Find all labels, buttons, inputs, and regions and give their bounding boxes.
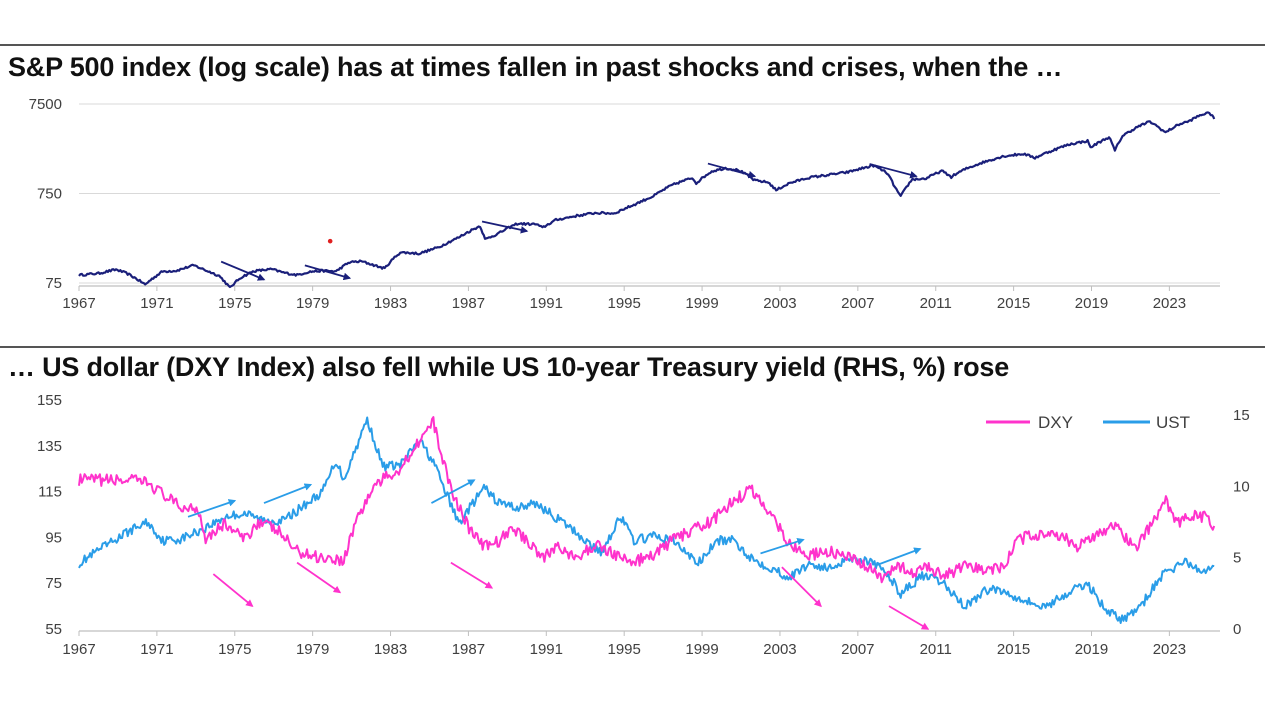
top-x-tick-label: 2011 — [920, 295, 952, 312]
bottom-x-tick-label: 1991 — [530, 641, 563, 658]
bottom-x-tick-label: 2023 — [1153, 641, 1186, 658]
annotation-dot — [327, 238, 333, 244]
sp500-annotation-arrow — [707, 162, 757, 179]
sp500-series-line — [78, 111, 1216, 289]
top-y-tick-label: 75 — [45, 275, 62, 292]
bottom-y-right-tick-label: 5 — [1233, 550, 1241, 567]
dxy-annotation-arrow — [450, 561, 494, 589]
top-x-tick-label: 1979 — [296, 295, 329, 312]
top-x-tick-label: 1967 — [62, 295, 95, 312]
top-x-tick-label: 2023 — [1153, 295, 1186, 312]
top-rule — [0, 44, 1265, 46]
bottom-y-right-tick-label: 10 — [1233, 478, 1250, 495]
bottom-y-tick-label: 135 — [37, 438, 62, 455]
dxy-series-line — [78, 416, 1216, 584]
top-x-tick-label: 1991 — [530, 295, 563, 312]
top-panel-title: S&P 500 index (log scale) has at times f… — [8, 52, 1063, 82]
top-x-tick-label: 2015 — [997, 295, 1030, 312]
ust-annotation-arrow — [263, 483, 313, 504]
dxy-annotation-arrow — [212, 573, 254, 608]
top-x-tick-label: 2019 — [1075, 295, 1108, 312]
bottom-x-tick-label: 2015 — [997, 641, 1030, 658]
bottom-x-tick-label: 2007 — [841, 641, 874, 658]
bottom-x-tick-label: 1975 — [218, 641, 251, 658]
sp500-annotation-arrow — [481, 220, 529, 234]
top-x-tick-label: 1971 — [140, 295, 173, 312]
bottom-y-right-tick-label: 0 — [1233, 621, 1241, 638]
bottom-x-tick-label: 1999 — [685, 641, 718, 658]
top-x-tick-label: 1987 — [452, 295, 485, 312]
ust-annotation-arrow — [431, 479, 476, 504]
bottom-y-tick-label: 95 — [45, 529, 62, 546]
sp500-annotation-arrow — [220, 260, 266, 281]
bottom-x-tick-label: 2003 — [763, 641, 796, 658]
ust-series-line — [78, 416, 1215, 624]
top-x-tick-label: 1999 — [685, 295, 718, 312]
dxy-annotation-arrow — [888, 605, 930, 630]
bottom-x-tick-label: 1995 — [608, 641, 641, 658]
bottom-y-tick-label: 115 — [38, 484, 62, 501]
top-x-tick-label: 1983 — [374, 295, 407, 312]
ust-annotation-arrow — [876, 547, 922, 566]
bottom-x-tick-label: 1983 — [374, 641, 407, 658]
dxy-annotation-arrow — [296, 561, 342, 594]
dxy-annotation-arrow — [781, 566, 822, 608]
middle-rule — [0, 346, 1265, 348]
sp500-annotation-arrow — [304, 264, 352, 281]
bottom-y-tick-label: 75 — [45, 575, 62, 592]
top-y-tick-label: 7500 — [29, 96, 62, 113]
ust-annotation-arrow — [187, 499, 237, 518]
bottom-y-tick-label: 55 — [45, 621, 62, 638]
bottom-x-tick-label: 1979 — [296, 641, 329, 658]
top-x-tick-label: 1995 — [608, 295, 641, 312]
top-x-tick-label: 2003 — [763, 295, 796, 312]
bottom-x-tick-label: 2011 — [920, 641, 952, 658]
legend-ust-label: UST — [1156, 413, 1190, 432]
bottom-panel-title: … US dollar (DXY Index) also fell while … — [8, 352, 1010, 382]
legend-dxy-label: DXY — [1038, 413, 1073, 432]
bottom-y-right-tick-label: 15 — [1233, 407, 1250, 424]
sp500-annotation-arrow — [869, 163, 918, 179]
top-x-tick-label: 1975 — [218, 295, 251, 312]
top-x-tick-label: 2007 — [841, 295, 874, 312]
ust-annotation-arrow — [760, 537, 805, 555]
top-y-tick-label: 750 — [37, 186, 62, 203]
bottom-x-tick-label: 2019 — [1075, 641, 1108, 658]
bottom-y-tick-label: 155 — [37, 392, 62, 409]
bottom-x-tick-label: 1971 — [140, 641, 173, 658]
bottom-x-tick-label: 1987 — [452, 641, 485, 658]
bottom-x-tick-label: 1967 — [62, 641, 95, 658]
